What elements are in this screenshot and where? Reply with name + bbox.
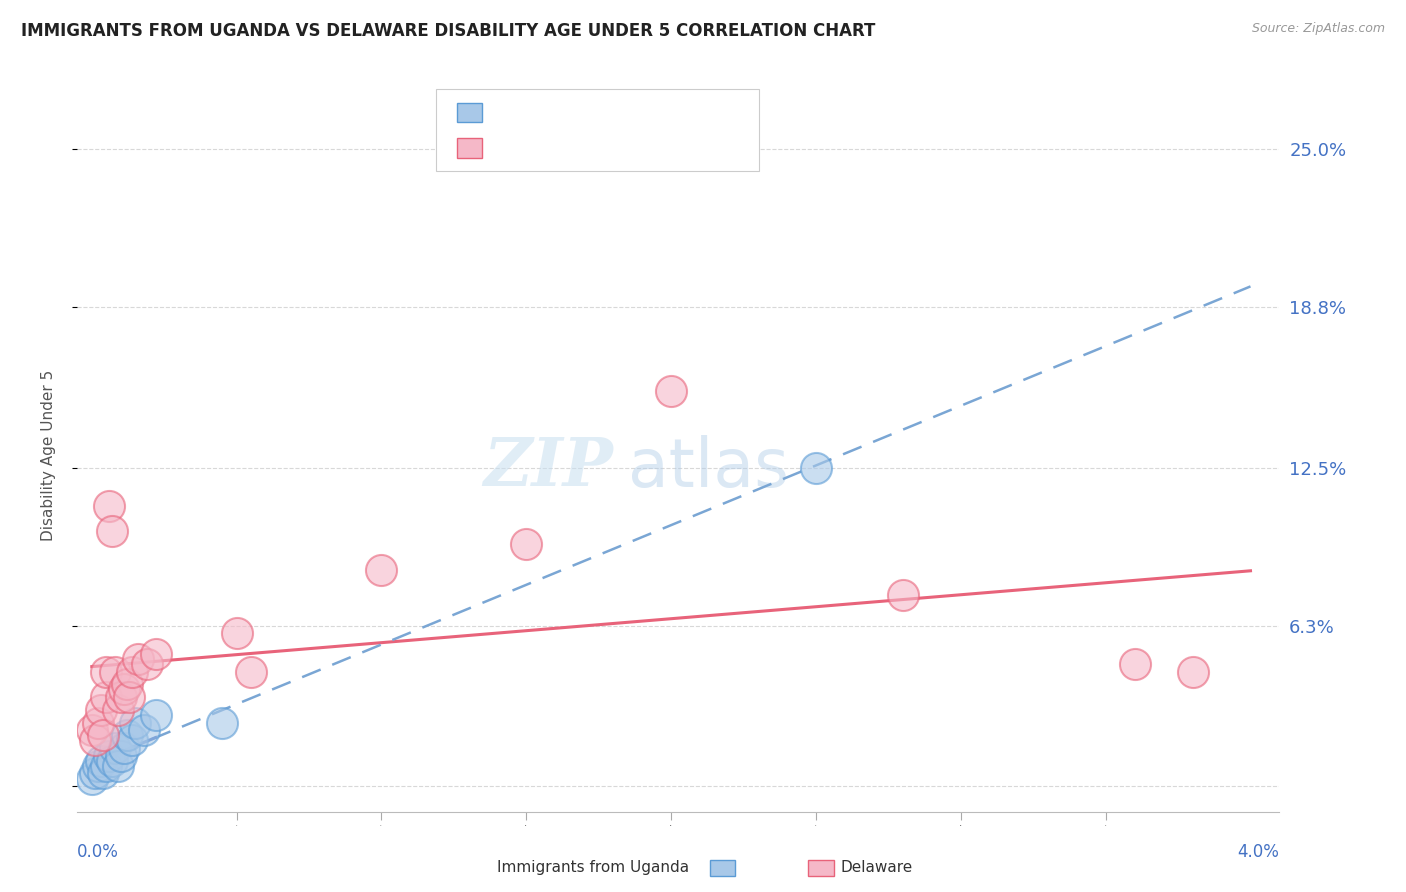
- Point: [121, 665, 143, 679]
- Point: [83, 733, 105, 747]
- Point: [804, 460, 827, 475]
- Text: IMMIGRANTS FROM UGANDA VS DELAWARE DISABILITY AGE UNDER 5 CORRELATION CHART: IMMIGRANTS FROM UGANDA VS DELAWARE DISAB…: [21, 22, 876, 40]
- Point: [211, 715, 233, 730]
- Point: [121, 733, 143, 747]
- Point: [370, 563, 392, 577]
- Point: [104, 741, 127, 756]
- Point: [96, 665, 118, 679]
- Point: [891, 588, 914, 602]
- Point: [659, 384, 682, 399]
- Point: [115, 728, 138, 742]
- Point: [515, 537, 537, 551]
- Point: [145, 647, 167, 661]
- Point: [110, 690, 132, 704]
- Text: atlas: atlas: [627, 434, 789, 500]
- Point: [93, 766, 115, 780]
- Point: [107, 703, 129, 717]
- Point: [135, 657, 157, 671]
- Y-axis label: Disability Age Under 5: Disability Age Under 5: [42, 369, 56, 541]
- Text: R = 0.354   N = 19: R = 0.354 N = 19: [492, 103, 650, 120]
- Point: [127, 652, 149, 666]
- Point: [80, 723, 103, 738]
- Text: ZIP: ZIP: [484, 435, 613, 500]
- Point: [83, 766, 105, 780]
- Point: [112, 682, 135, 697]
- Point: [101, 754, 124, 768]
- Point: [96, 690, 118, 704]
- Point: [115, 677, 138, 691]
- Point: [1181, 665, 1204, 679]
- Point: [101, 524, 124, 539]
- Point: [80, 772, 103, 786]
- Text: Source: ZipAtlas.com: Source: ZipAtlas.com: [1251, 22, 1385, 36]
- Point: [118, 690, 141, 704]
- Point: [132, 723, 155, 738]
- Point: [96, 759, 118, 773]
- Point: [93, 728, 115, 742]
- Point: [225, 626, 247, 640]
- Text: 4.0%: 4.0%: [1237, 843, 1279, 861]
- Point: [86, 715, 108, 730]
- Point: [240, 665, 263, 679]
- Point: [89, 703, 111, 717]
- Point: [124, 715, 146, 730]
- Text: R = 0.266   N = 27: R = 0.266 N = 27: [492, 138, 650, 156]
- Point: [98, 748, 121, 763]
- Point: [110, 748, 132, 763]
- Point: [86, 759, 108, 773]
- Point: [1123, 657, 1146, 671]
- Point: [89, 754, 111, 768]
- Point: [145, 707, 167, 722]
- Text: 0.0%: 0.0%: [77, 843, 120, 861]
- Text: Immigrants from Uganda: Immigrants from Uganda: [496, 860, 689, 874]
- Point: [107, 759, 129, 773]
- Point: [112, 741, 135, 756]
- Point: [104, 665, 127, 679]
- Point: [98, 499, 121, 513]
- Text: Delaware: Delaware: [841, 860, 912, 874]
